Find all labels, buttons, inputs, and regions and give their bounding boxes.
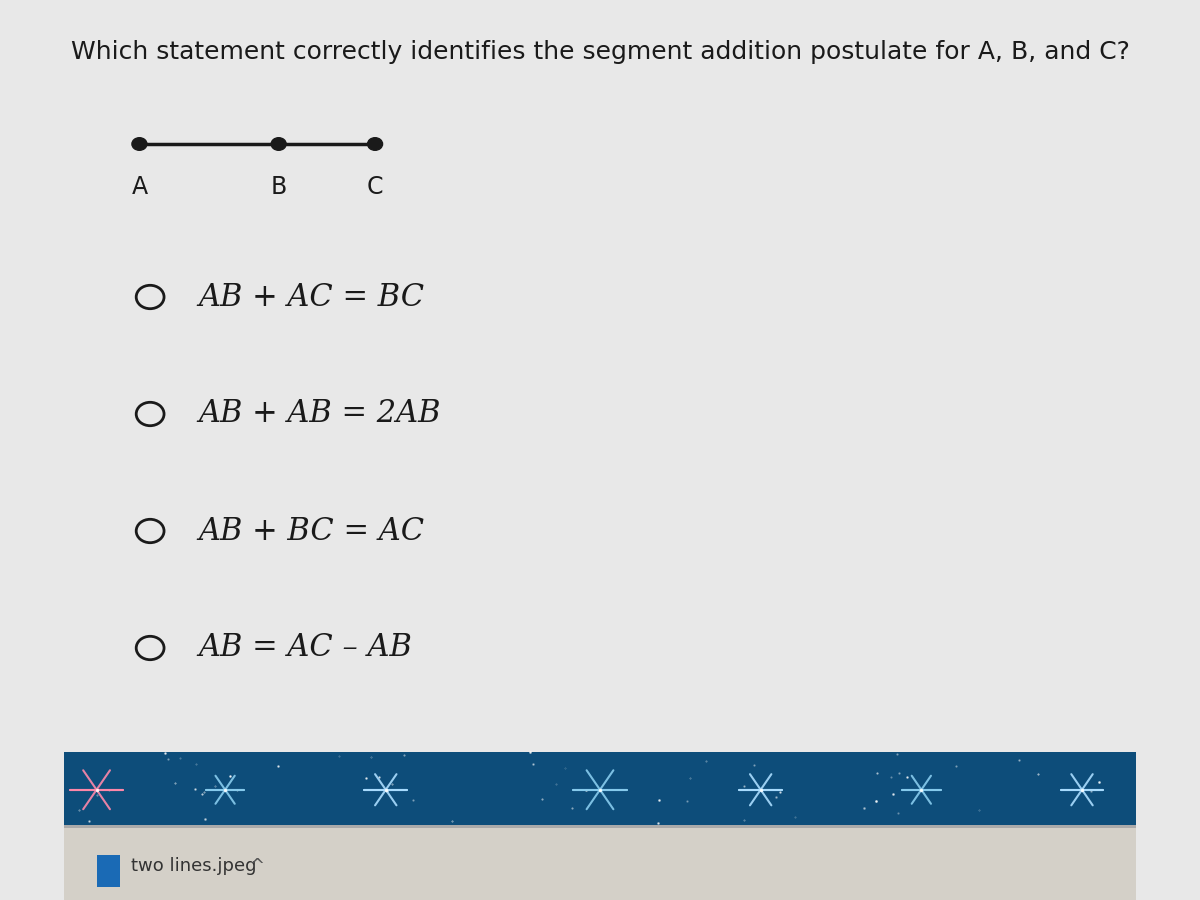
Text: Which statement correctly identifies the segment addition postulate for A, B, an: Which statement correctly identifies the… bbox=[71, 40, 1129, 65]
Text: A: A bbox=[131, 176, 148, 200]
Text: AB + AB = 2AB: AB + AB = 2AB bbox=[198, 399, 440, 429]
Bar bbox=[65, 825, 1135, 828]
Text: AB + BC = AC: AB + BC = AC bbox=[198, 516, 425, 546]
Text: AB + AC = BC: AB + AC = BC bbox=[198, 282, 425, 312]
Bar bbox=[65, 752, 1135, 828]
Bar bbox=[65, 828, 1135, 900]
Bar bbox=[96, 855, 120, 886]
Text: AB = AC – AB: AB = AC – AB bbox=[198, 633, 413, 663]
Circle shape bbox=[132, 138, 146, 150]
Text: ^: ^ bbox=[248, 857, 264, 875]
Circle shape bbox=[271, 138, 286, 150]
Text: C: C bbox=[367, 176, 383, 200]
Text: two lines.jpeg: two lines.jpeg bbox=[131, 857, 257, 875]
Text: B: B bbox=[270, 176, 287, 200]
Circle shape bbox=[367, 138, 383, 150]
